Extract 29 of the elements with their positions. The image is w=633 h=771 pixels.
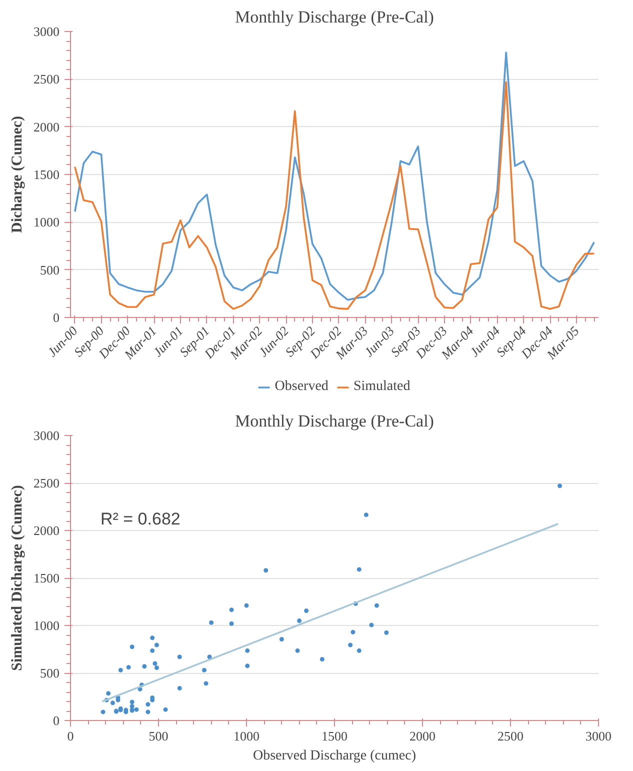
chart-title: Monthly Discharge (Pre-Cal) xyxy=(235,412,434,430)
y-tick-label: 1000 xyxy=(34,618,60,633)
chart-title: Monthly Discharge (Pre-Cal) xyxy=(235,8,434,26)
x-tick-label: 1500 xyxy=(322,728,348,744)
x-tick-label: 3000 xyxy=(586,728,612,744)
y-tick-label: 2000 xyxy=(34,119,60,134)
y-tick-label: 2000 xyxy=(34,523,60,538)
y-tick-label: 3000 xyxy=(34,428,60,443)
y-tick-label: 1000 xyxy=(34,214,60,230)
y-tick-label: 1500 xyxy=(34,167,60,182)
y-tick-label: 3000 xyxy=(34,24,60,39)
y-tick-label: 500 xyxy=(40,666,60,680)
y-axis-title: Simulated Dicharge (Cumec) xyxy=(10,485,26,671)
y-tick-label: 2500 xyxy=(34,476,60,490)
x-axis-title: Observed Discharge (cumec) xyxy=(253,748,416,764)
y-tick-label: 2500 xyxy=(34,72,60,87)
x-tick-label: 0 xyxy=(67,728,74,744)
annotation: R² = 0.682 xyxy=(100,510,180,528)
y-tick-label: 1500 xyxy=(34,570,60,586)
y-tick-label: 500 xyxy=(40,262,60,278)
y-axis-title: Dicharge (Cumec) xyxy=(10,116,26,234)
x-tick-label: 2500 xyxy=(498,728,524,744)
legend-label: Simulated xyxy=(353,379,410,395)
legend-label: Observed xyxy=(274,379,328,395)
x-tick-label: 500 xyxy=(148,728,168,744)
y-tick-label: 0 xyxy=(53,310,60,325)
x-tick-label: 1000 xyxy=(234,728,260,744)
x-tick-label: 2000 xyxy=(410,728,436,744)
y-tick-label: 0 xyxy=(53,713,60,728)
